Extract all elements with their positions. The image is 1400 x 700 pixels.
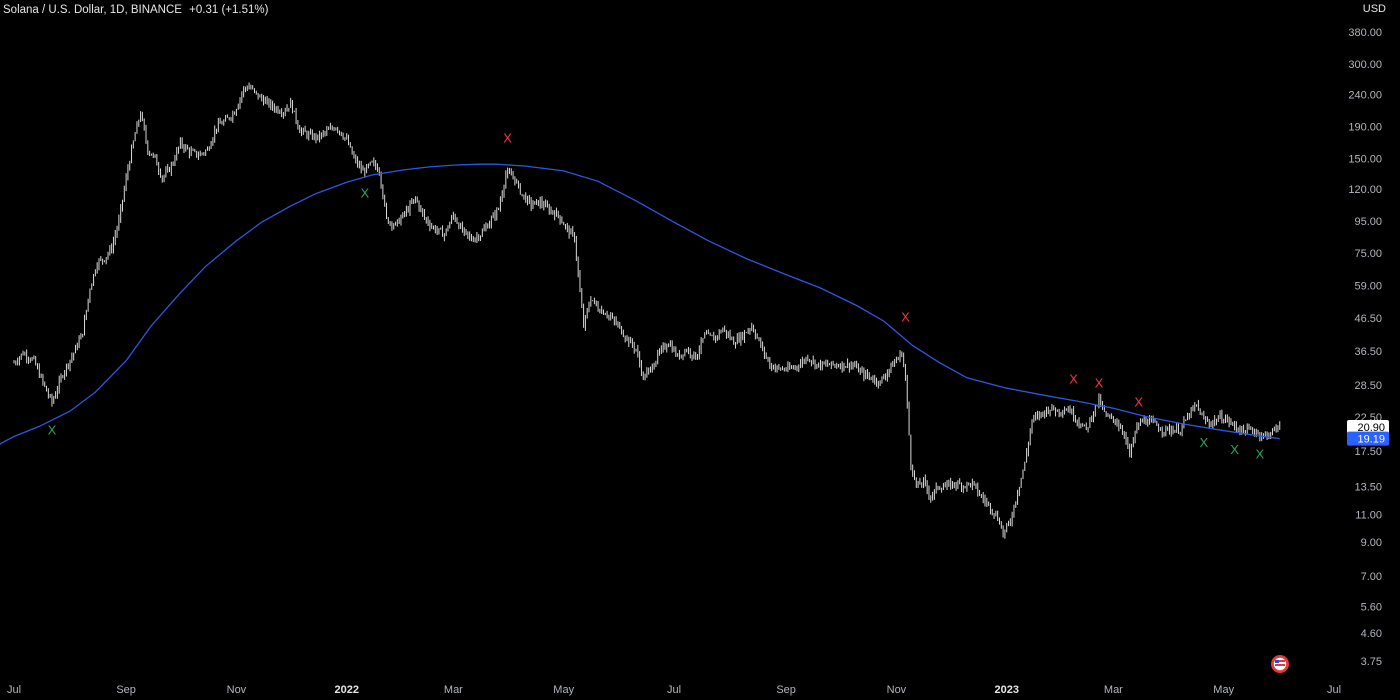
buy-signal-marker: X xyxy=(1230,442,1239,457)
time-axis: Jul Sep Nov 2022 Mar May Jul Sep Nov 2023 Mar May Ju… xyxy=(7,684,1341,696)
signal-markers: XXXXXXXXXXX xyxy=(48,131,1265,462)
x-tick-label: May xyxy=(553,684,574,696)
x-tick-label: Jul xyxy=(7,684,21,696)
flag-icon xyxy=(1271,655,1289,673)
y-tick-label: 5.60 xyxy=(1361,601,1382,613)
buy-signal-marker: X xyxy=(48,423,57,438)
y-tick-label: 13.50 xyxy=(1354,482,1382,494)
x-tick-label: 2023 xyxy=(994,684,1018,696)
x-tick-label: Mar xyxy=(1104,684,1123,696)
y-tick-label: 17.50 xyxy=(1354,446,1382,458)
y-tick-label: 95.00 xyxy=(1354,216,1382,228)
y-tick-label: 75.00 xyxy=(1354,248,1382,260)
x-tick-label: Sep xyxy=(116,684,136,696)
buy-signal-marker: X xyxy=(1199,435,1208,450)
x-tick-label: Jul xyxy=(667,684,681,696)
sell-signal-marker: X xyxy=(1069,372,1078,387)
x-tick-label: Mar xyxy=(444,684,463,696)
y-tick-label: 7.00 xyxy=(1361,571,1382,583)
currency-label[interactable]: USD xyxy=(1362,3,1386,15)
sell-signal-marker: X xyxy=(503,131,512,146)
x-tick-label: 2022 xyxy=(334,684,358,696)
y-tick-label: 9.00 xyxy=(1361,537,1382,549)
moving-average-line xyxy=(0,163,1280,445)
price-axis: 380.00 300.00 240.00 190.00 150.00 120.00 95.0… xyxy=(1348,27,1382,668)
y-tick-label: 150.00 xyxy=(1348,154,1382,166)
y-tick-label: 240.00 xyxy=(1348,90,1382,102)
buy-signal-marker: X xyxy=(360,185,369,200)
moving-average-badge-text: 19.19 xyxy=(1357,434,1385,446)
y-tick-label: 3.75 xyxy=(1361,656,1382,668)
x-tick-label: Nov xyxy=(227,684,247,696)
y-tick-label: 380.00 xyxy=(1348,27,1382,39)
y-tick-label: 59.00 xyxy=(1354,281,1382,293)
y-tick-label: 46.50 xyxy=(1354,313,1382,325)
last-price-badge xyxy=(1347,420,1389,435)
symbol-title[interactable]: Solana / U.S. Dollar, 1D, BINANCE xyxy=(3,4,182,16)
price-change: +0.31 (+1.51%) xyxy=(189,4,269,16)
buy-signal-marker: X xyxy=(1256,447,1265,462)
chart-header: Solana / U.S. Dollar, 1D, BINANCE +0.31 … xyxy=(3,4,268,16)
sell-signal-marker: X xyxy=(1134,395,1143,410)
sell-signal-marker: X xyxy=(1095,375,1104,390)
x-tick-label: Jul xyxy=(1327,684,1341,696)
y-tick-label: 120.00 xyxy=(1348,184,1382,196)
x-tick-label: May xyxy=(1213,684,1234,696)
y-tick-label: 28.50 xyxy=(1354,380,1382,392)
y-tick-label: 11.00 xyxy=(1355,509,1382,521)
y-tick-label: 36.50 xyxy=(1354,346,1382,358)
y-tick-label: 190.00 xyxy=(1348,121,1382,133)
last-price-badge-text: 20.90 xyxy=(1357,422,1385,434)
moving-average-badge xyxy=(1347,431,1389,446)
y-tick-label: 300.00 xyxy=(1348,59,1382,71)
x-tick-label: Sep xyxy=(776,684,796,696)
x-tick-label: Nov xyxy=(887,684,907,696)
price-bars xyxy=(13,82,1281,539)
y-tick-label: 4.60 xyxy=(1361,628,1382,640)
sell-signal-marker: X xyxy=(901,310,910,325)
